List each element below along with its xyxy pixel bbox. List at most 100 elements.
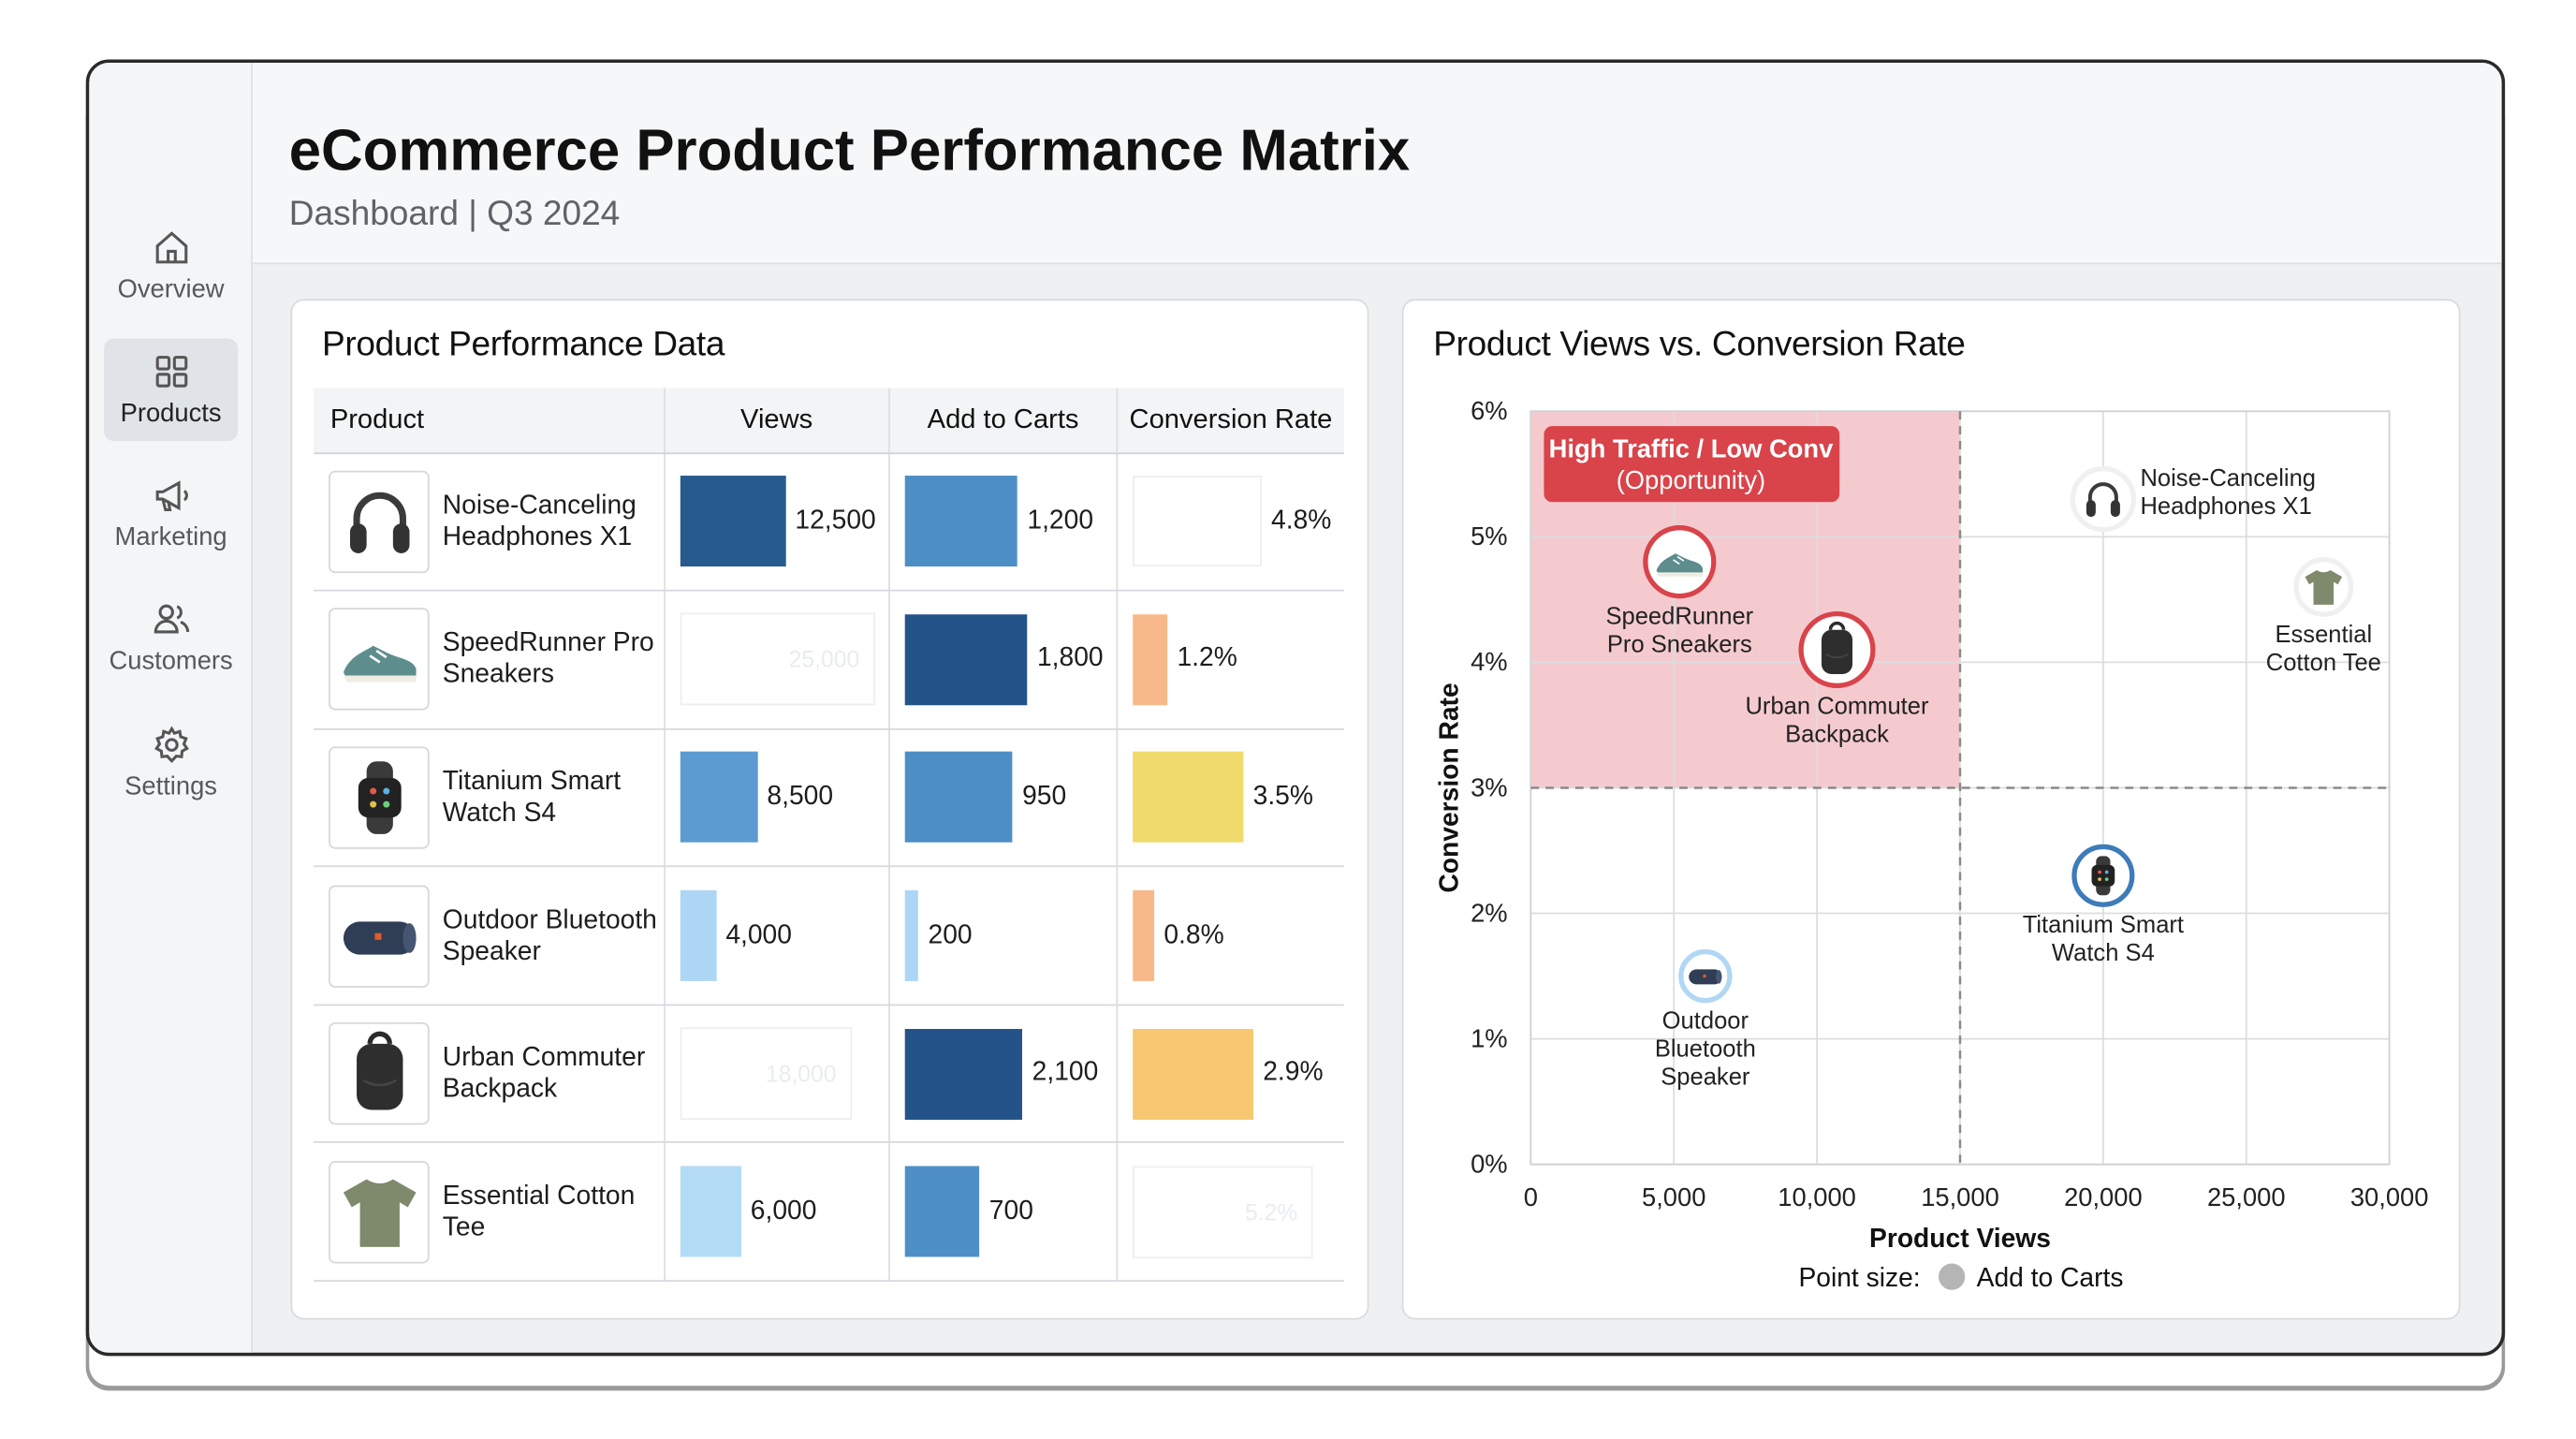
views-value: 18,000 — [679, 1027, 852, 1121]
y-tick-label: 4% — [1471, 647, 1508, 676]
carts-cell: 2,100 — [889, 1005, 1118, 1144]
point-label: Urban Commuter — [1745, 693, 1929, 719]
performance-table-card: Product Performance Data Product Views A… — [290, 299, 1369, 1320]
page-title: eCommerce Product Performance Matrix — [288, 119, 1411, 184]
sidebar-item-label: Customers — [109, 647, 233, 676]
y-tick-label: 3% — [1471, 772, 1508, 801]
views-value: 6,000 — [750, 1197, 817, 1226]
views-value: 25,000 — [679, 613, 875, 706]
x-tick-label: 0 — [1524, 1182, 1538, 1211]
scatter-chart-card: Product Views vs. Conversion Rate 0 5,000… — [1401, 299, 2461, 1320]
point-label: Pro Sneakers — [1607, 632, 1752, 658]
chart-title: Product Views vs. Conversion Rate — [1433, 325, 1966, 364]
x-tick-label: 25,000 — [2207, 1182, 2286, 1211]
views-cell: 6,000 — [664, 1142, 890, 1283]
conv-bar — [1132, 476, 1262, 567]
views-cell: 25,000 — [664, 590, 890, 730]
product-name: Urban Commuter Backpack — [442, 1044, 646, 1104]
conv-cell: 1.2% — [1117, 590, 1344, 730]
y-tick-label: 6% — [1471, 396, 1508, 425]
point-label: Essential — [2275, 622, 2372, 648]
sidebar-item-settings[interactable]: Settings — [104, 712, 238, 814]
grid-icon — [154, 356, 187, 388]
x-tick-label: 30,000 — [2350, 1182, 2429, 1211]
carts-cell: 1,800 — [889, 590, 1118, 730]
product-image — [329, 608, 430, 712]
opportunity-label-box — [1544, 426, 1840, 503]
views-cell: 4,000 — [664, 866, 890, 1006]
conv-value: 1.2% — [1177, 644, 1237, 673]
conv-cell: 4.8% — [1117, 452, 1344, 592]
megaphone-icon — [154, 480, 188, 512]
carts-value: 1,800 — [1036, 644, 1104, 673]
point-label: Watch S4 — [2052, 940, 2155, 966]
sidebar-item-label: Marketing — [114, 523, 227, 552]
page-subtitle: Dashboard | Q3 2024 — [288, 195, 621, 233]
column-header-conversion-rate: Conversion Rate — [1117, 388, 1344, 454]
table-row: SpeedRunner Pro Sneakers 25,000 1,800 1.2% — [314, 590, 1344, 730]
carts-bar — [904, 614, 1028, 706]
conv-bar — [1132, 889, 1154, 982]
conv-value: 5.2% — [1132, 1166, 1313, 1258]
carts-cell: 950 — [889, 728, 1118, 868]
sidebar-item-label: Settings — [124, 772, 217, 801]
column-header-add-to-carts: Add to Carts — [889, 388, 1118, 454]
opportunity-sublabel: (Opportunity) — [1617, 465, 1765, 494]
product-name: Essential Cotton Tee — [442, 1182, 636, 1242]
product-name: Outdoor Bluetooth Speaker — [442, 905, 657, 966]
point-label: Noise-Canceling — [2140, 465, 2316, 492]
carts-value: 700 — [988, 1197, 1033, 1226]
product-image — [329, 884, 430, 988]
data-point — [2070, 465, 2137, 533]
y-tick-label: 2% — [1471, 898, 1508, 927]
sidebar-item-products[interactable]: Products — [104, 338, 239, 442]
product-image — [329, 746, 430, 849]
conv-bar — [1132, 614, 1167, 706]
y-tick-label: 0% — [1471, 1150, 1508, 1179]
views-bar — [679, 752, 757, 844]
performance-table: Product Views Add to Carts Conversion Ra… — [314, 388, 1344, 1283]
table-title: Product Performance Data — [321, 325, 725, 364]
sidebar-item-overview[interactable]: Overview — [104, 214, 238, 316]
table-row: Noise-Canceling Headphones X1 12,500 1,200… — [314, 452, 1344, 592]
carts-bar — [904, 476, 1017, 567]
conv-value: 2.9% — [1263, 1059, 1324, 1088]
gear-icon — [154, 726, 189, 764]
sidebar-item-marketing[interactable]: Marketing — [104, 463, 238, 565]
carts-value: 950 — [1022, 783, 1067, 812]
column-header-product: Product — [314, 388, 666, 454]
y-axis-label: Conversion Rate — [1434, 683, 1464, 892]
carts-cell: 1,200 — [889, 452, 1118, 592]
table-row: Titanium Smart Watch S4 8,500 950 3.5% — [314, 728, 1344, 868]
product-name: Noise-Canceling Headphones X1 — [442, 492, 637, 551]
speaker-point-image — [1689, 969, 1722, 985]
product-cell: Noise-Canceling Headphones X1 — [314, 452, 666, 592]
legend-size-marker — [1939, 1263, 1966, 1290]
sidebar-item-customers[interactable]: Customers — [104, 586, 238, 688]
table-row: Essential Cotton Tee 6,000 700 5.2% — [314, 1142, 1344, 1283]
views-bar — [679, 1166, 741, 1257]
carts-bar — [904, 1166, 980, 1257]
product-image — [329, 1160, 430, 1264]
table-row: Urban Commuter Backpack 18,000 2,100 2.9% — [314, 1005, 1344, 1144]
views-value: 4,000 — [725, 920, 792, 949]
conv-cell: 5.2% — [1117, 1142, 1344, 1283]
point-label: Speaker — [1661, 1065, 1750, 1091]
product-cell: SpeedRunner Pro Sneakers — [314, 590, 666, 730]
page-header: eCommerce Product Performance Matrix Das… — [252, 63, 2502, 265]
conv-bar — [1132, 1028, 1253, 1120]
carts-bar — [904, 1028, 1023, 1120]
carts-cell: 200 — [889, 866, 1118, 1006]
product-name: SpeedRunner Pro Sneakers — [442, 629, 654, 690]
carts-bar — [904, 889, 918, 982]
views-value: 12,500 — [795, 507, 876, 536]
conv-value: 4.8% — [1271, 507, 1332, 536]
carts-cell: 700 — [889, 1142, 1118, 1283]
point-label: SpeedRunner — [1605, 604, 1753, 630]
product-cell: Outdoor Bluetooth Speaker — [314, 866, 666, 1006]
window-base — [85, 1321, 2506, 1388]
product-name: Titanium Smart Watch S4 — [442, 768, 622, 828]
users-icon — [153, 604, 189, 634]
views-bar — [679, 476, 785, 567]
legend-prefix: Point size: — [1798, 1262, 1920, 1292]
